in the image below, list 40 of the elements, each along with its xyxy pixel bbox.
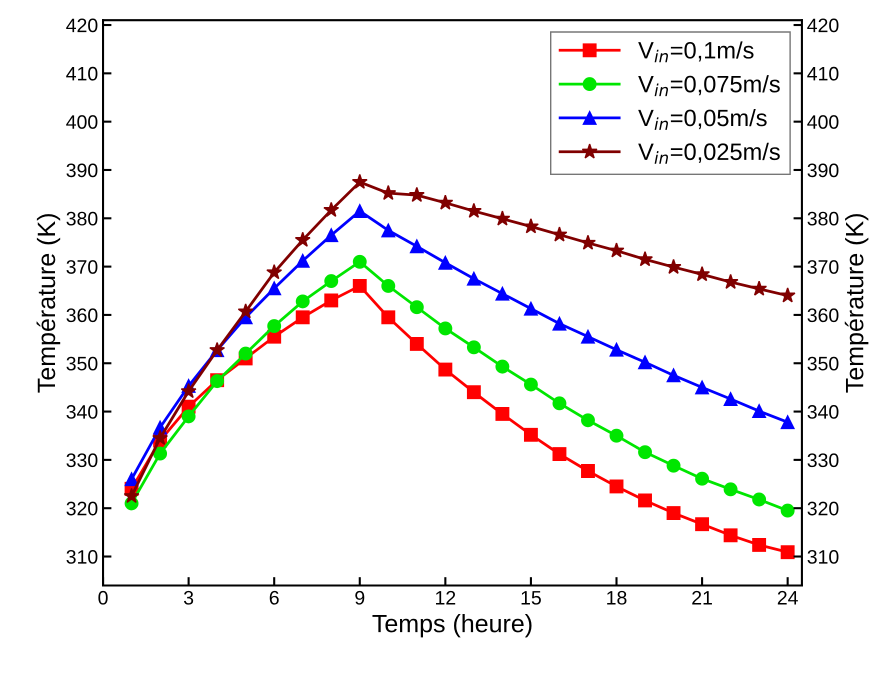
legend-label: V$_{in}$=0,025m/s bbox=[638, 142, 780, 164]
x-tick-label: 9 bbox=[355, 590, 364, 605]
x-tick-label: 24 bbox=[778, 590, 798, 604]
y-tick-label: 410 bbox=[66, 66, 98, 81]
y-tick-label: 320 bbox=[66, 502, 98, 516]
y2-tick-label: 400 bbox=[807, 115, 838, 129]
x-tick-label: 0 bbox=[98, 590, 108, 605]
x-tick-label: 15 bbox=[522, 591, 541, 605]
y-tick-label: 360 bbox=[66, 308, 98, 322]
y-tick-label: 350 bbox=[66, 356, 98, 370]
y2-tick-label: 380 bbox=[808, 212, 838, 226]
x-tick-label: 21 bbox=[692, 590, 712, 604]
y2-tick-label: 330 bbox=[808, 453, 838, 468]
x-tick-label: 3 bbox=[184, 590, 194, 605]
x-tick-label: 6 bbox=[270, 590, 279, 605]
y2-axis-title: Température (K) bbox=[844, 214, 868, 393]
y-tick-label: 400 bbox=[66, 115, 98, 129]
x-tick-label: 12 bbox=[436, 590, 456, 604]
y2-tick-label: 370 bbox=[808, 260, 838, 274]
y2-tick-label: 410 bbox=[807, 66, 838, 81]
x-axis-title: Temps (heure) bbox=[372, 614, 532, 638]
legend-label: V$_{in}$=0,05m/s bbox=[638, 108, 767, 130]
y2-tick-label: 310 bbox=[808, 550, 838, 564]
y2-tick-label: 340 bbox=[808, 405, 838, 419]
y-tick-label: 420 bbox=[66, 18, 98, 32]
y-tick-label: 370 bbox=[66, 260, 98, 274]
x-tick-label: 18 bbox=[607, 590, 626, 605]
y-tick-label: 340 bbox=[66, 405, 98, 419]
y-tick-label: 330 bbox=[66, 453, 98, 468]
y2-tick-label: 320 bbox=[808, 502, 838, 516]
y2-tick-label: 420 bbox=[807, 18, 838, 32]
y2-tick-label: 350 bbox=[808, 356, 838, 370]
y-tick-label: 390 bbox=[66, 163, 98, 178]
y-axis-title: Température (K) bbox=[36, 214, 60, 393]
legend-label: V$_{in}$=0,1m/s bbox=[638, 41, 754, 62]
legend-label: V$_{in}$=0,075m/s bbox=[638, 75, 780, 96]
y2-tick-label: 360 bbox=[808, 308, 838, 322]
y-tick-label: 380 bbox=[66, 212, 98, 226]
y2-tick-label: 390 bbox=[808, 163, 838, 178]
y-tick-label: 310 bbox=[66, 550, 98, 564]
